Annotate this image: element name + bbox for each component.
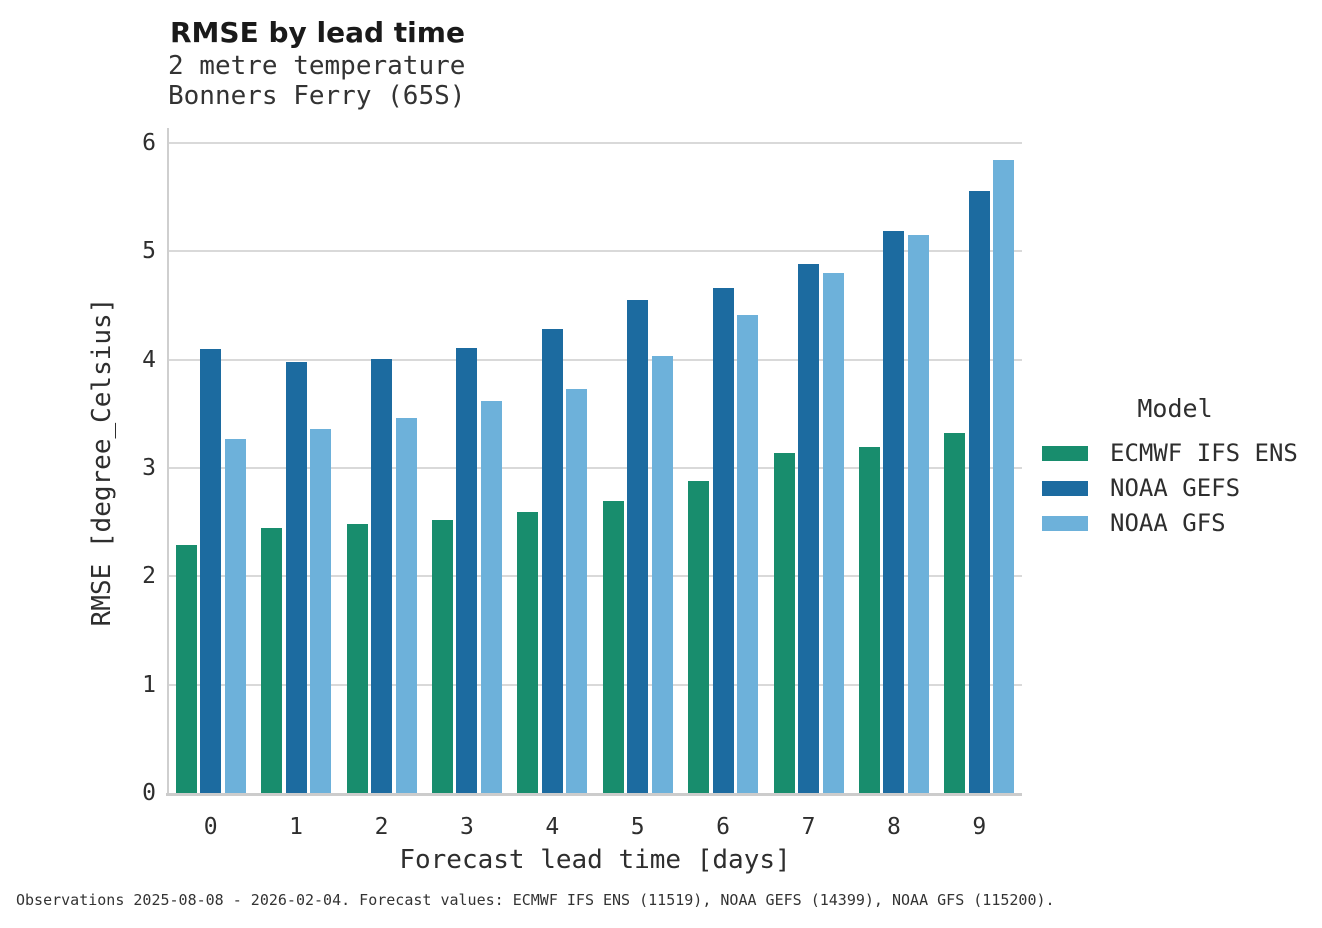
gridline: [168, 358, 1022, 361]
bar: [261, 527, 283, 793]
bar: [993, 160, 1015, 793]
x-tick-label: 2: [374, 814, 389, 840]
chart-subtitle-location: Bonners Ferry (65S): [168, 81, 466, 111]
x-tick-label: 8: [886, 814, 901, 840]
legend-swatch: [1042, 445, 1088, 461]
y-axis-line: [167, 128, 169, 796]
y-tick-label: 5: [142, 238, 156, 265]
y-tick-label: 4: [142, 346, 156, 373]
gridline: [168, 142, 1022, 144]
bar: [371, 358, 392, 793]
footer-note: Observations 2025-08-08 - 2026-02-04. Fo…: [16, 891, 1055, 909]
x-tick-label: 3: [459, 814, 474, 840]
legend-item: NOAA GFS: [1042, 509, 1308, 537]
bar: [175, 544, 197, 793]
bar: [627, 300, 649, 793]
legend: Model ECMWF IFS ENS NOAA GEFS NOAA GFS: [1042, 394, 1308, 544]
chart-subtitle-variable: 2 metre temperature: [168, 51, 466, 81]
legend-swatch: [1042, 515, 1088, 531]
legend-label: NOAA GFS: [1110, 509, 1226, 537]
legend-label: ECMWF IFS ENS: [1110, 439, 1298, 467]
gridline: [168, 575, 1022, 578]
legend-label: NOAA GEFS: [1110, 474, 1241, 502]
bar: [200, 348, 222, 793]
x-tick-label: 4: [545, 814, 560, 840]
bar: [822, 273, 844, 793]
bar: [712, 288, 734, 793]
bar: [346, 524, 368, 793]
legend-items: ECMWF IFS ENS NOAA GEFS NOAA GFS: [1042, 439, 1308, 537]
legend-item: NOAA GEFS: [1042, 474, 1308, 502]
x-axis-line: [166, 793, 1022, 796]
bar: [541, 329, 563, 793]
x-axis-label: Forecast lead time [days]: [399, 845, 791, 875]
y-tick-label: 0: [142, 780, 156, 806]
bar: [566, 388, 588, 793]
bar: [968, 190, 990, 793]
y-tick-label: 3: [142, 455, 156, 481]
bar: [737, 315, 759, 793]
x-tick-label: 5: [630, 814, 645, 840]
y-tick-label: 2: [142, 563, 156, 590]
gridline: [168, 467, 1022, 469]
bar: [883, 230, 905, 793]
bar: [517, 512, 539, 793]
y-tick-label: 1: [142, 671, 156, 698]
bar: [858, 447, 880, 793]
bar: [651, 356, 673, 793]
legend-item: ECMWF IFS ENS: [1042, 439, 1308, 467]
bar: [944, 433, 966, 793]
bar: [395, 418, 417, 793]
bar: [310, 429, 332, 793]
bar: [431, 520, 453, 793]
gridline: [168, 683, 1022, 686]
legend-title: Model: [1137, 394, 1213, 423]
bar: [798, 264, 819, 793]
bar: [688, 481, 710, 793]
bar: [773, 452, 795, 793]
bar: [480, 400, 502, 793]
x-tick-label: 1: [289, 814, 304, 840]
x-tick-label: 9: [972, 814, 987, 840]
x-tick-label: 0: [203, 814, 218, 840]
legend-swatch: [1042, 480, 1088, 496]
y-tick-label: 6: [142, 130, 156, 156]
bar: [285, 361, 307, 793]
bar: [456, 347, 478, 793]
x-tick-label: 7: [801, 814, 816, 840]
bar: [602, 500, 624, 793]
chart-title: RMSE by lead time: [170, 16, 465, 49]
x-tick-label: 6: [716, 814, 731, 840]
gridline: [168, 250, 1022, 253]
bar: [907, 235, 929, 793]
bar: [224, 438, 246, 793]
